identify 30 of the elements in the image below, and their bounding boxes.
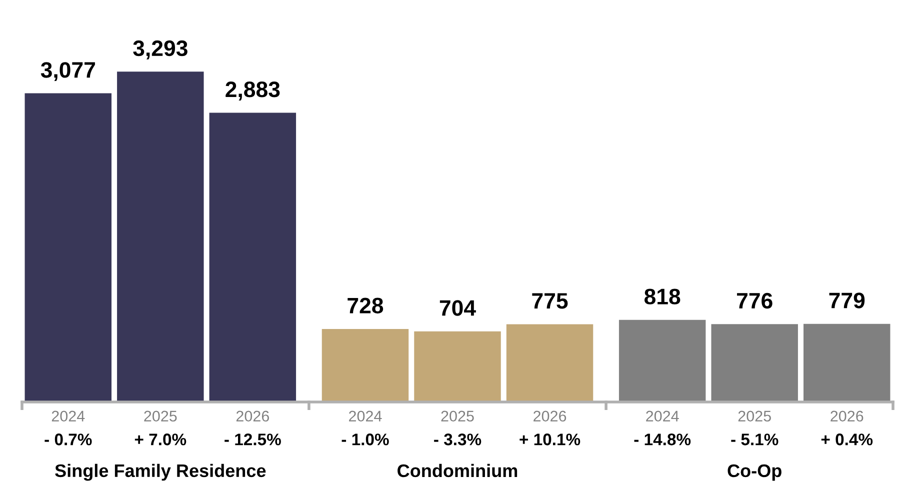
text: - 0.7% bbox=[44, 434, 92, 446]
data-label: 775 bbox=[532, 293, 568, 309]
x-tick-label: 2026 bbox=[236, 410, 269, 422]
x-tick-label: 2026 bbox=[830, 410, 864, 422]
text: - 1.0% bbox=[342, 434, 389, 446]
data-label: 818 bbox=[644, 288, 680, 304]
data-label: 3,077 bbox=[40, 62, 95, 82]
data-label: 728 bbox=[348, 298, 384, 314]
data-label: 776 bbox=[737, 292, 772, 309]
text: + 10.1% bbox=[520, 434, 580, 446]
x-tick-label: 2026 bbox=[534, 410, 566, 422]
x-tick-label: 2024 bbox=[349, 410, 382, 422]
text: - 3.3% bbox=[434, 434, 482, 446]
x-tick-label: 2025 bbox=[144, 410, 177, 422]
text: Co-Op bbox=[728, 464, 782, 481]
text: + 0.4% bbox=[821, 434, 873, 446]
x-tick-label: 2025 bbox=[738, 410, 771, 422]
x-tick-label: 2024 bbox=[646, 410, 679, 422]
data-label: 704 bbox=[440, 300, 476, 316]
text: + 7.0% bbox=[134, 434, 186, 446]
data-label: 779 bbox=[829, 292, 865, 308]
text: - 14.8% bbox=[634, 434, 691, 446]
x-tick-label: 2024 bbox=[52, 410, 85, 422]
text: Condominium bbox=[398, 464, 518, 478]
text: - 12.5% bbox=[224, 434, 281, 446]
data-label: 2,883 bbox=[226, 82, 280, 100]
text: - 5.1% bbox=[731, 434, 778, 446]
data-label: 3,293 bbox=[133, 40, 188, 60]
x-tick-label: 2025 bbox=[441, 410, 474, 422]
text: Single Family Residence bbox=[55, 464, 266, 481]
